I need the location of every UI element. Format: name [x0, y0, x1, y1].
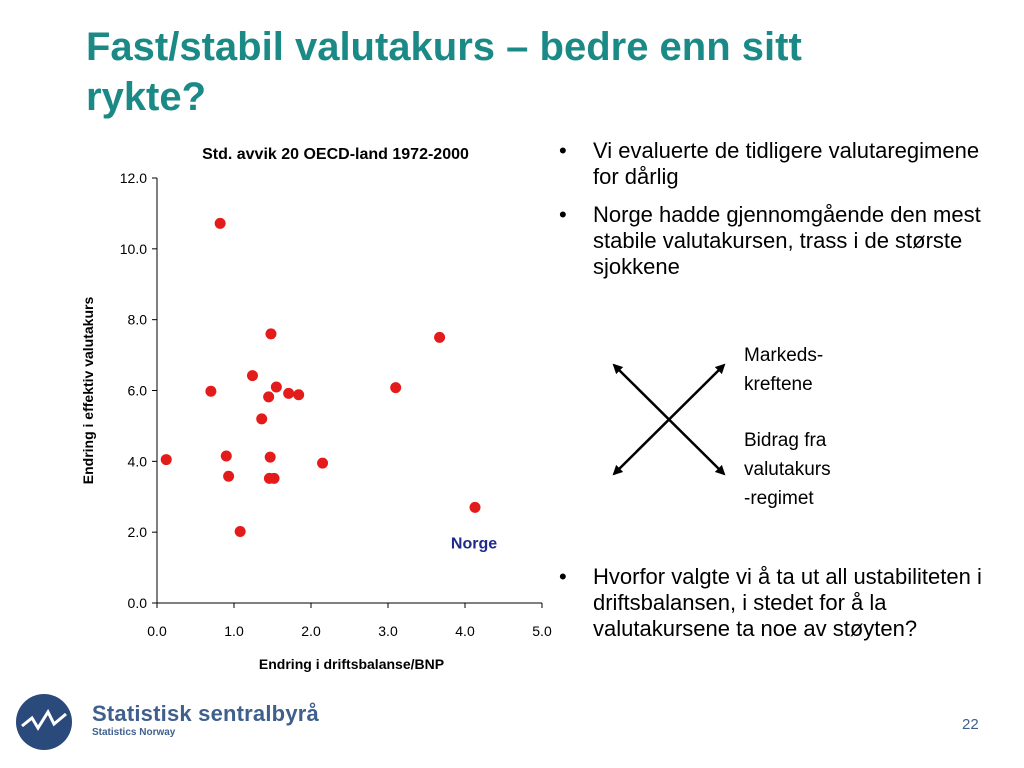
bullet-text: Vi evaluerte de tidligere valutaregimene… [593, 138, 980, 189]
bullet-text: Hvorfor valgte vi å ta ut all ustabilite… [593, 564, 982, 641]
bullet-list-bottom: • Hvorfor valgte vi å ta ut all ustabilit… [555, 564, 995, 654]
norge-annotation: Norge [451, 535, 497, 552]
bullet-dot-icon: • [559, 564, 567, 589]
x-tick-label: 2.0 [301, 623, 321, 639]
data-point [220, 450, 232, 462]
slide-title: Fast/stabil valutakurs – bedre enn sitt … [86, 25, 802, 119]
x-tick-label: 5.0 [532, 623, 552, 639]
data-point [263, 391, 275, 403]
data-point [223, 470, 235, 482]
bullet-item: • Norge hadde gjennomgående den mest stab… [555, 202, 995, 280]
data-point [205, 385, 217, 397]
data-point [268, 472, 280, 484]
bullet-dot-icon: • [559, 202, 567, 227]
data-point [214, 217, 226, 229]
data-point [264, 451, 276, 463]
x-tick-label: 3.0 [378, 623, 398, 639]
ssb-emblem-icon [16, 694, 72, 750]
y-tick-label: 12.0 [120, 170, 147, 186]
bullet-list-top: • Vi evaluerte de tidligere valutaregimen… [555, 138, 995, 292]
label-market-forces: Markeds- kreftene [744, 345, 824, 395]
logo-name: Statistisk sentralbyrå [92, 701, 319, 726]
data-point [434, 331, 446, 343]
y-axis-label: Endring i effektiv valutakurs [80, 297, 96, 485]
data-point [256, 413, 268, 425]
label-regime-contribution: Bidrag fra valutakurs -regimet [744, 430, 831, 509]
ssb-logo: Statistisk sentralbyrå Statistics Norway [14, 692, 334, 752]
data-point [293, 389, 305, 401]
bullet-item: • Hvorfor valgte vi å ta ut all ustabilit… [555, 564, 995, 642]
data-point [469, 501, 481, 513]
page-number: 22 [962, 716, 979, 733]
data-point [160, 454, 172, 466]
y-tick-label: 0.0 [128, 595, 148, 611]
x-tick-label: 0.0 [147, 623, 167, 639]
y-tick-label: 6.0 [128, 383, 148, 399]
bullet-text: Norge hadde gjennomgående den mest stabi… [593, 202, 981, 279]
y-tick-label: 2.0 [128, 524, 148, 540]
chart-title: Std. avvik 20 OECD-land 1972-2000 [202, 146, 469, 163]
y-tick-label: 8.0 [128, 312, 148, 328]
data-point [390, 382, 402, 394]
bullet-item: • Vi evaluerte de tidligere valutaregimen… [555, 138, 995, 190]
x-tick-label: 1.0 [224, 623, 244, 639]
data-point [317, 457, 329, 469]
y-tick-label: 4.0 [128, 453, 148, 469]
data-point [234, 525, 246, 537]
x-tick-label: 4.0 [455, 623, 475, 639]
data-point [246, 370, 258, 382]
bullet-dot-icon: • [559, 138, 567, 163]
data-point [265, 328, 277, 340]
logo-subtitle: Statistics Norway [92, 727, 176, 738]
x-axis-label: Endring i driftsbalanse/BNP [259, 656, 444, 672]
y-tick-label: 10.0 [120, 241, 147, 257]
data-point [283, 387, 295, 399]
data-point [270, 381, 282, 393]
